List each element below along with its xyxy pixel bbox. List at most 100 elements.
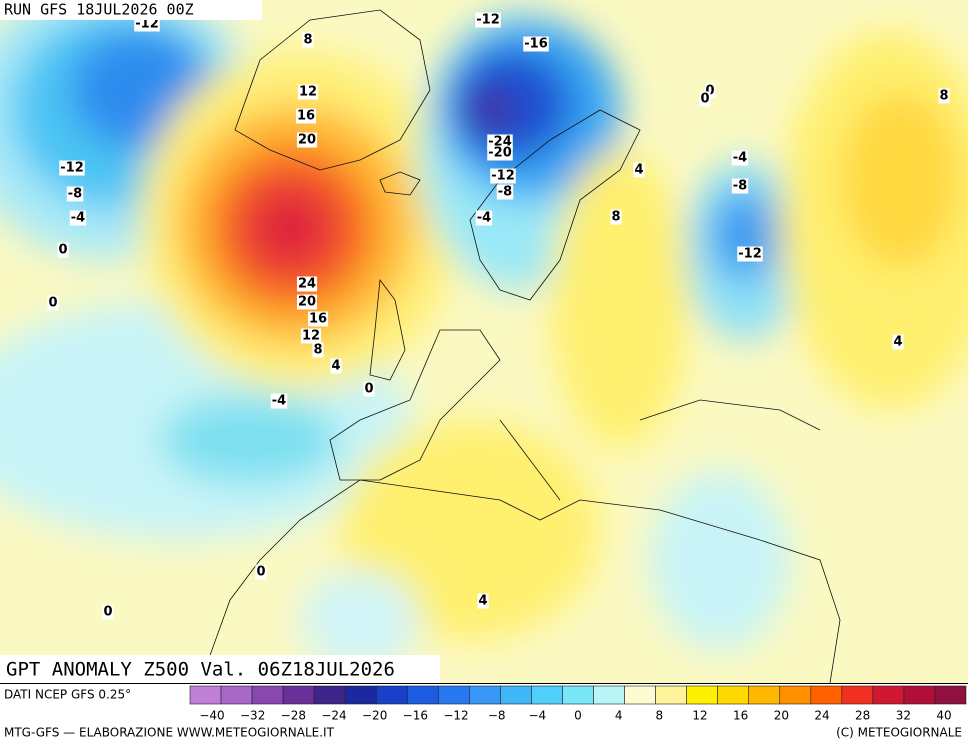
contour-label-bg bbox=[363, 381, 375, 397]
contour-label: 0 bbox=[48, 296, 57, 311]
contour-label: -4 bbox=[733, 151, 747, 166]
colorbar-box bbox=[313, 685, 346, 705]
contour-label: -8 bbox=[68, 187, 82, 202]
contour-label-bg bbox=[297, 84, 319, 100]
contour-label-bg bbox=[300, 328, 322, 344]
colorbar-box bbox=[624, 685, 656, 705]
colorbar-box bbox=[220, 685, 253, 705]
contour-label: 24 bbox=[298, 277, 316, 292]
contour-label-bg bbox=[47, 295, 59, 311]
contour-label: 20 bbox=[298, 295, 316, 310]
contour-label: -12 bbox=[476, 13, 500, 28]
colorbar-tick-label: −4 bbox=[528, 709, 546, 723]
colorbar-box bbox=[810, 685, 843, 705]
contour-label: 8 bbox=[939, 89, 948, 104]
contour-label-bg bbox=[704, 83, 716, 99]
contour-label-bg bbox=[731, 178, 749, 194]
contour-label: 0 bbox=[700, 92, 709, 107]
colorbar-tick-label: −40 bbox=[199, 709, 224, 723]
contour-label-bg bbox=[633, 162, 645, 178]
contour-label-bg bbox=[270, 393, 288, 409]
contour-label: -8 bbox=[498, 185, 512, 200]
colorbar-box bbox=[500, 685, 532, 705]
contour-label-bg bbox=[296, 132, 318, 148]
contour-label: 4 bbox=[478, 594, 487, 609]
contour-label-bg bbox=[307, 311, 329, 327]
contour-label: 16 bbox=[309, 312, 327, 327]
run-label: RUN GFS 18JUL2026 00Z bbox=[4, 1, 194, 19]
contour-label: 12 bbox=[302, 329, 320, 344]
colorbar-box bbox=[655, 685, 687, 705]
contour-label-bg bbox=[134, 16, 160, 32]
colorbar-tick-label: 24 bbox=[814, 709, 829, 723]
colorbar-box bbox=[282, 685, 315, 705]
contour-label-bg bbox=[490, 168, 516, 184]
contour-label-bg bbox=[477, 593, 489, 609]
colorbar-box bbox=[438, 685, 470, 705]
contour-label-bg bbox=[69, 210, 87, 226]
contour-label: 20 bbox=[298, 133, 316, 148]
map-field: -128121620-12-8-40024201612840-4-12-1600… bbox=[0, 0, 968, 683]
contour-label: 4 bbox=[331, 359, 340, 374]
contour-label: -16 bbox=[524, 37, 548, 52]
colorbar-box bbox=[717, 685, 750, 705]
source-label: DATI NCEP GFS 0.25° bbox=[4, 688, 131, 702]
contour-label-bg bbox=[737, 246, 763, 262]
contour-label: 0 bbox=[705, 84, 714, 99]
contour-label-bg bbox=[57, 242, 69, 258]
colorbar-tick-label: 32 bbox=[896, 709, 911, 723]
footer-left: MTG-GFS — ELABORAZIONE WWW.METEOGIORNALE… bbox=[4, 726, 335, 740]
contour-label-bg bbox=[892, 334, 904, 350]
colorbar-tick-label: −16 bbox=[403, 709, 428, 723]
contour-label: 0 bbox=[256, 565, 265, 580]
colorbar-box bbox=[189, 685, 222, 705]
colorbar-tick-label: −8 bbox=[488, 709, 506, 723]
contour-label-bg bbox=[312, 342, 324, 358]
colorbar-tick-label: 0 bbox=[574, 709, 582, 723]
contour-label-bg bbox=[66, 186, 84, 202]
contour-label: 4 bbox=[634, 163, 643, 178]
contour-label-bg bbox=[59, 160, 85, 176]
contour-label-bg bbox=[496, 184, 514, 200]
contour-labels: -128121620-12-8-40024201612840-4-12-1600… bbox=[47, 12, 950, 620]
contour-label-bg bbox=[699, 91, 711, 107]
colorbar-box bbox=[344, 685, 377, 705]
run-box bbox=[0, 0, 262, 20]
contour-label: -12 bbox=[60, 161, 84, 176]
colorbar-tick-label: 8 bbox=[656, 709, 664, 723]
contour-label: -4 bbox=[477, 211, 491, 226]
contour-label: 0 bbox=[58, 243, 67, 258]
coastlines bbox=[199, 9, 841, 683]
colorbar-box bbox=[872, 685, 905, 705]
contour-label: -12 bbox=[135, 17, 159, 32]
contour-label-bg bbox=[295, 108, 317, 124]
footer-right: (C) METEOGIORNALE bbox=[836, 726, 962, 740]
contour-label: 8 bbox=[303, 33, 312, 48]
contour-label: 0 bbox=[103, 605, 112, 620]
contour-label: -4 bbox=[71, 211, 85, 226]
colorbar-box bbox=[562, 685, 594, 705]
map-title: GPT ANOMALY Z500 Val. 06Z18JUL2026 bbox=[6, 659, 395, 681]
contour-label: 8 bbox=[313, 343, 322, 358]
colorbar-box bbox=[748, 685, 781, 705]
colorbar-tick-label: 28 bbox=[855, 709, 870, 723]
contour-label: 8 bbox=[611, 210, 620, 225]
colorbar-tick-label: −24 bbox=[321, 709, 346, 723]
contour-label: -8 bbox=[733, 179, 747, 194]
contour-label-bg bbox=[487, 145, 513, 161]
colorbar-box bbox=[841, 685, 874, 705]
contour-label-bg bbox=[523, 36, 549, 52]
contour-label: 16 bbox=[297, 109, 315, 124]
contour-label: 4 bbox=[893, 335, 902, 350]
colorbar-tick-label: −28 bbox=[281, 709, 306, 723]
contour-label-bg bbox=[938, 88, 950, 104]
contour-label: -12 bbox=[738, 247, 762, 262]
colorbar-tick-label: 40 bbox=[936, 709, 951, 723]
contour-label-bg bbox=[330, 358, 342, 374]
contour-label-bg bbox=[255, 564, 267, 580]
colorbar-box bbox=[375, 685, 408, 705]
title-box bbox=[0, 655, 440, 683]
contour-label-bg bbox=[475, 210, 493, 226]
colorbar-box bbox=[903, 685, 936, 705]
